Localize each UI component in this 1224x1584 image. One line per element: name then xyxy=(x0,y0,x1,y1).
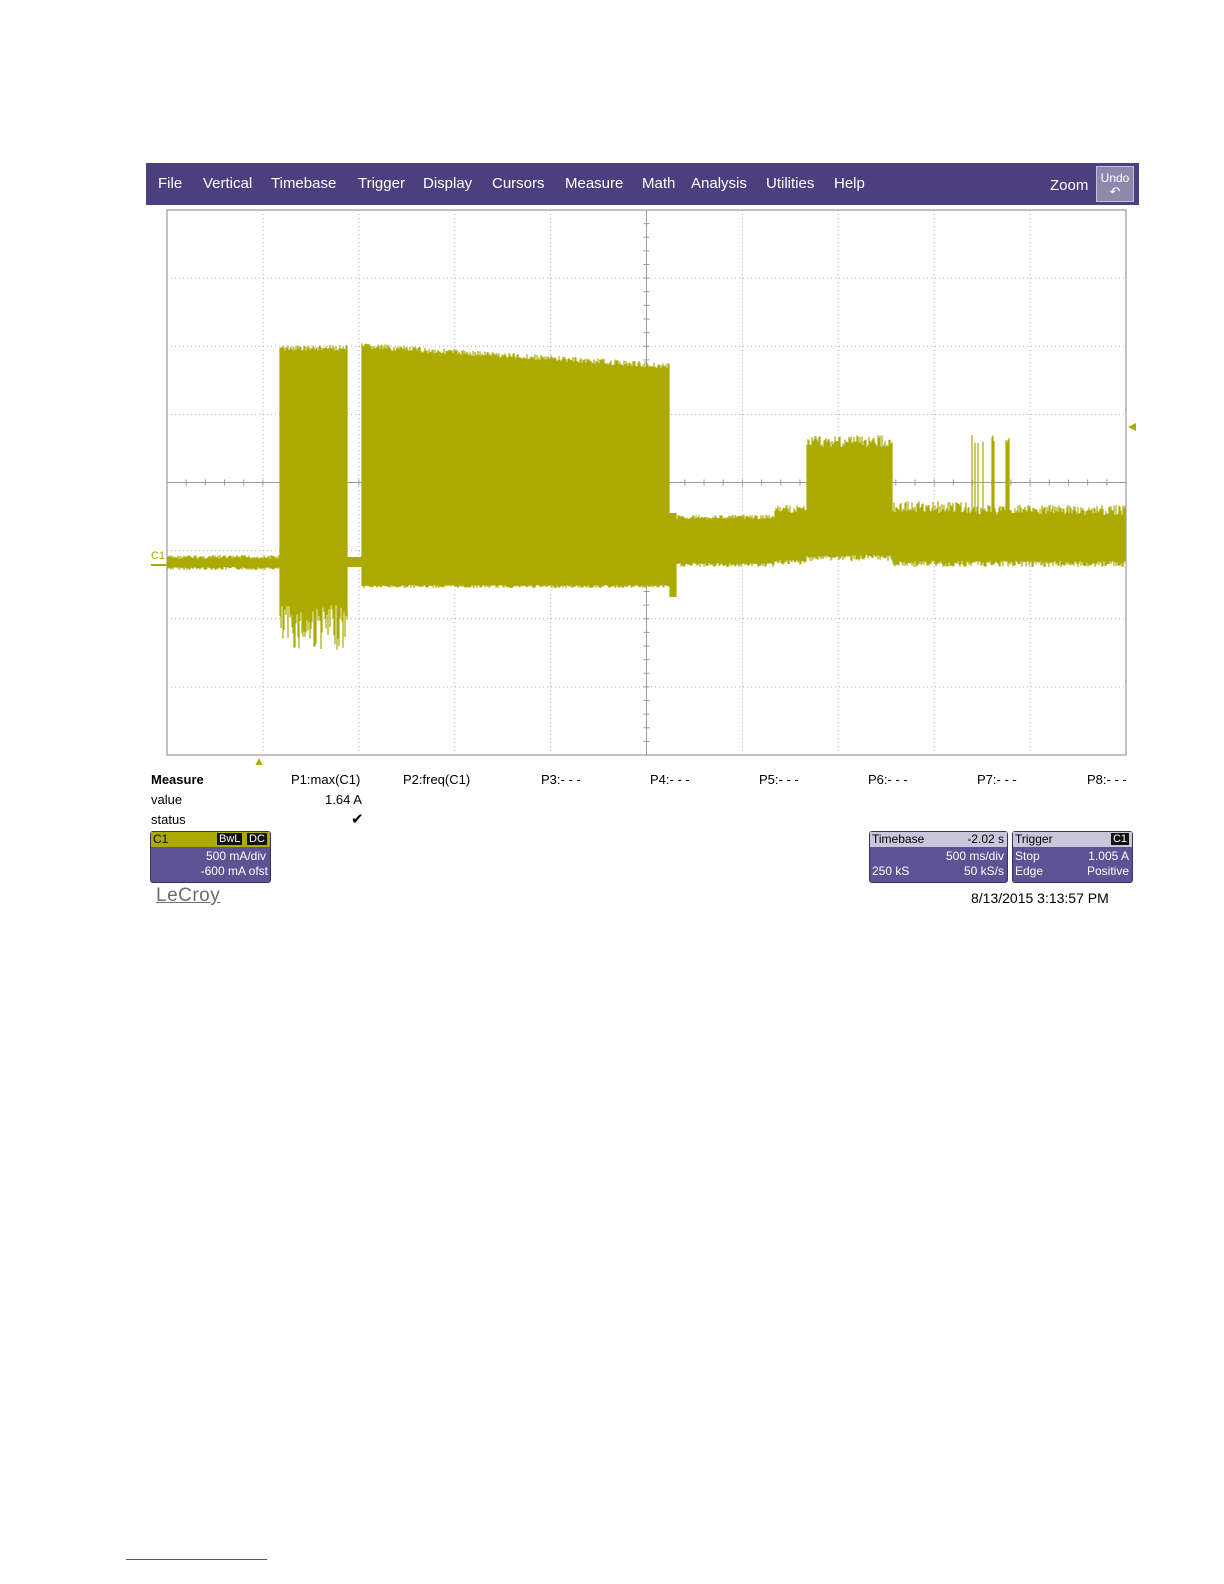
channel-c1-panel[interactable]: C1 BwL DC 500 mA/div -600 mA ofst xyxy=(150,831,271,883)
menu-trigger[interactable]: Trigger xyxy=(358,175,405,192)
lecroy-logo: LeCroy xyxy=(156,885,221,906)
measure-param-p7[interactable]: P7:- - - xyxy=(977,772,1017,787)
trigger-source-badge: C1 xyxy=(1110,833,1129,845)
bwl-badge: BwL xyxy=(217,833,243,845)
trigger-type: Edge xyxy=(1015,864,1044,878)
footnote-rule xyxy=(126,1559,267,1560)
zoom-button[interactable]: Zoom xyxy=(1050,177,1089,194)
p1-value: 1.64 A xyxy=(325,792,362,807)
measure-param-p5[interactable]: P5:- - - xyxy=(759,772,799,787)
trigger-slope: Positive xyxy=(1086,864,1129,878)
menu-cursors[interactable]: Cursors xyxy=(492,175,545,192)
timebase-panel[interactable]: Timebase -2.02 s 500 ms/div 250 kS 50 kS… xyxy=(869,831,1008,883)
measure-param-p1[interactable]: P1:max(C1) xyxy=(291,772,361,787)
menu-measure[interactable]: Measure xyxy=(565,175,624,192)
undo-icon: ↶ xyxy=(1109,184,1121,199)
measure-param-p6[interactable]: P6:- - - xyxy=(868,772,908,787)
dc-badge: DC xyxy=(247,833,267,845)
menu-file[interactable]: File xyxy=(158,175,183,192)
undo-button[interactable]: Undo ↶ xyxy=(1096,166,1134,202)
measure-param-p3[interactable]: P3:- - - xyxy=(541,772,581,787)
measure-label-status: status xyxy=(151,812,186,827)
scope-display: C1 xyxy=(146,205,1139,770)
menu-vertical[interactable]: Vertical xyxy=(203,175,253,192)
measure-label-value: value xyxy=(151,792,183,807)
trigger-label: Trigger xyxy=(1015,832,1053,846)
timebase-delay: -2.02 s xyxy=(967,832,1004,846)
menu-analysis[interactable]: Analysis xyxy=(691,175,747,192)
trigger-panel[interactable]: Trigger C1 Stop 1.005 A Edge Positive xyxy=(1012,831,1133,883)
channel-name: C1 xyxy=(153,832,169,846)
p1-status-check-icon: ✔ xyxy=(351,811,364,828)
measure-param-p8[interactable]: P8:- - - xyxy=(1087,772,1127,787)
menu-display[interactable]: Display xyxy=(423,175,473,192)
menu-utilities[interactable]: Utilities xyxy=(766,175,815,192)
menu-bar: File Vertical Timebase Trigger Display C… xyxy=(146,163,1139,205)
undo-label: Undo xyxy=(1100,171,1130,185)
menu-timebase[interactable]: Timebase xyxy=(271,175,337,192)
waveform-trace xyxy=(167,343,1126,650)
trigger-position-marker xyxy=(255,758,263,766)
measure-param-p2[interactable]: P2:freq(C1) xyxy=(403,772,471,787)
channel-offset: -600 mA ofst xyxy=(200,864,268,878)
menu-math[interactable]: Math xyxy=(642,175,676,192)
timebase-label: Timebase xyxy=(872,832,925,846)
channel-label: C1 xyxy=(151,550,165,562)
timebase-rate: 50 kS/s xyxy=(963,864,1004,878)
measure-heading: Measure xyxy=(151,772,204,787)
timestamp: 8/13/2015 3:13:57 PM xyxy=(971,890,1109,906)
trigger-mode: Stop xyxy=(1015,849,1040,863)
menu-help[interactable]: Help xyxy=(834,175,865,192)
timebase-scale: 500 ms/div xyxy=(945,849,1004,863)
channel-scale: 500 mA/div xyxy=(205,849,266,863)
timebase-samples: 250 kS xyxy=(872,864,910,878)
waveform-canvas: C1 xyxy=(151,209,1136,766)
measure-param-p4[interactable]: P4:- - - xyxy=(650,772,690,787)
trigger-level: 1.005 A xyxy=(1088,849,1129,863)
trigger-level-marker xyxy=(1128,423,1136,431)
